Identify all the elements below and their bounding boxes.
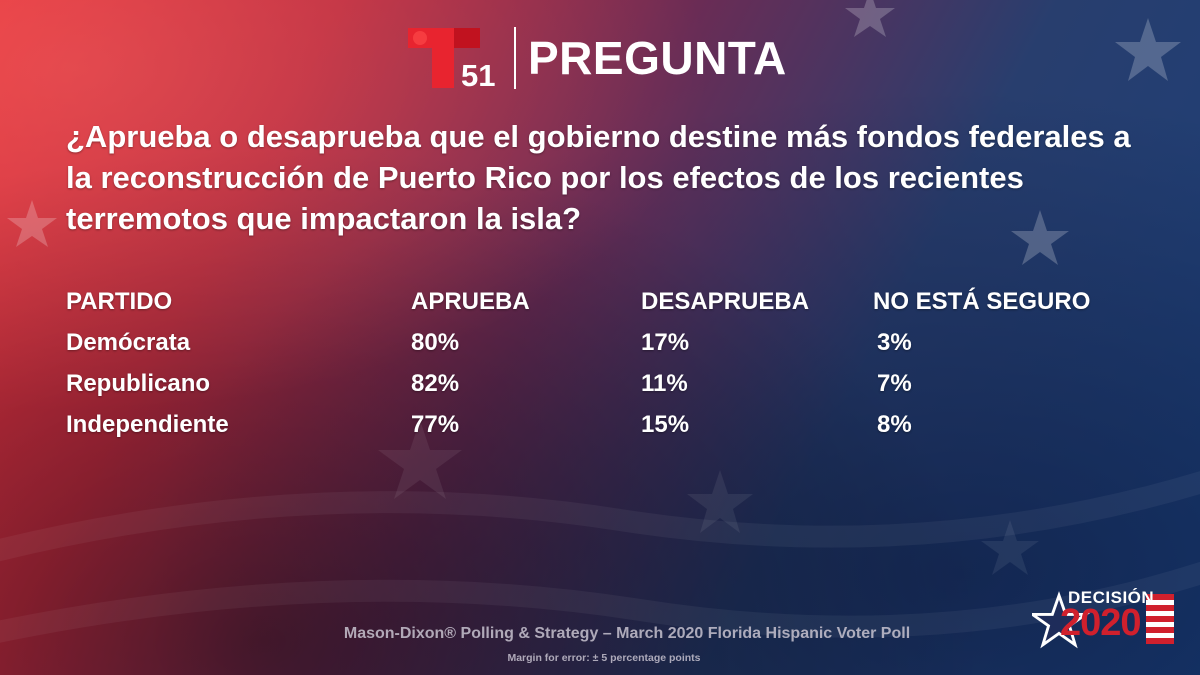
party-cell: Demócrata bbox=[66, 328, 191, 356]
channel-number: 51 bbox=[461, 58, 496, 93]
column-header-party: PARTIDO bbox=[66, 288, 173, 315]
channel-logo: 51 bbox=[408, 26, 504, 93]
poll-source: Mason-Dixon® Polling & Strategy – March … bbox=[343, 625, 911, 642]
results-table: PARTIDO APRUEBA DESAPRUEBA NO ESTÁ SEGUR… bbox=[66, 282, 1103, 445]
approve-cell: 80% bbox=[411, 328, 460, 356]
party-cell: Independiente bbox=[66, 410, 229, 438]
header-divider bbox=[514, 27, 516, 89]
table-row: Republicano 82% 11% 7% bbox=[66, 363, 1103, 404]
column-header-approve: APRUEBA bbox=[411, 288, 530, 315]
poll-question: ¿Aprueba o desaprueba que el gobierno de… bbox=[66, 119, 1131, 236]
star-icon bbox=[845, 0, 895, 37]
unsure-cell: 8% bbox=[877, 410, 912, 438]
unsure-cell: 7% bbox=[877, 369, 912, 397]
decision-year: 2020 bbox=[1060, 602, 1142, 644]
decision-star-flag-icon bbox=[1032, 591, 1174, 649]
disapprove-cell: 15% bbox=[641, 410, 690, 438]
header: 51 PREGUNTA bbox=[408, 26, 787, 93]
star-icon bbox=[981, 520, 1039, 575]
unsure-cell: 3% bbox=[877, 328, 912, 356]
approve-cell: 82% bbox=[411, 369, 460, 397]
margin-of-error: Margin for error: ± 5 percentage points bbox=[507, 652, 701, 664]
star-icon bbox=[1115, 18, 1181, 81]
decision-word: DECISIÓN bbox=[1068, 588, 1155, 607]
table-header-row: PARTIDO APRUEBA DESAPRUEBA NO ESTÁ SEGUR… bbox=[66, 282, 1103, 322]
decision-2020-logo: DECISIÓN 2020 bbox=[1032, 588, 1178, 654]
disapprove-cell: 11% bbox=[641, 369, 688, 397]
table-row: Demócrata 80% 17% 3% bbox=[66, 322, 1103, 363]
column-header-disapprove: DESAPRUEBA bbox=[641, 288, 810, 315]
star-icon bbox=[7, 200, 57, 247]
page-title: PREGUNTA bbox=[528, 32, 787, 84]
table-row: Independiente 77% 15% 8% bbox=[66, 404, 1103, 445]
disapprove-cell: 17% bbox=[641, 328, 690, 356]
approve-cell: 77% bbox=[411, 410, 460, 438]
column-header-unsure: NO ESTÁ SEGURO bbox=[873, 288, 1091, 315]
party-cell: Republicano bbox=[66, 369, 211, 397]
telemundo-logo-icon bbox=[408, 28, 480, 88]
star-icon bbox=[687, 470, 753, 533]
